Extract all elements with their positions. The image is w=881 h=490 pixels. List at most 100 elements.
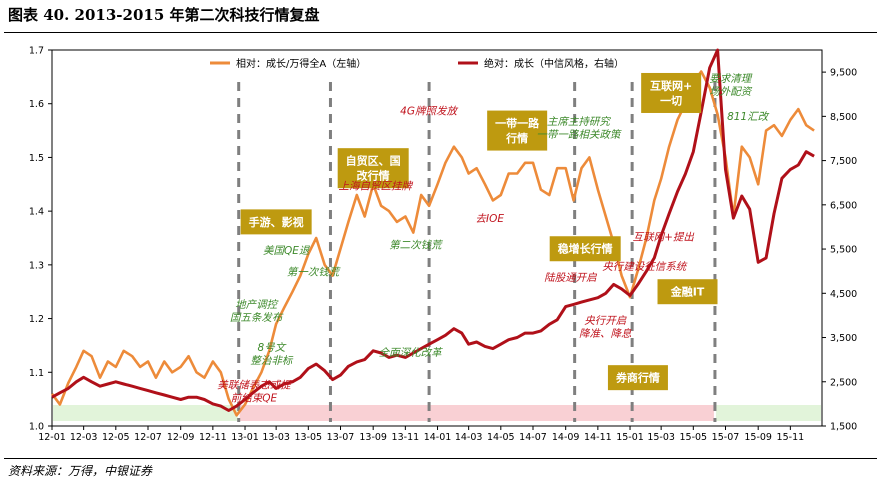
right-tick-label: 1,500 [830,422,857,433]
legend-label: 绝对：成长（中信风格，右轴） [484,57,624,70]
annotation-text: 主席主持研究 [547,116,611,128]
plot-frame [51,49,823,427]
x-tick-label: 12-03 [70,432,98,443]
left-tick-label: 1.5 [29,153,44,164]
x-tick-label: 13-07 [327,432,355,443]
x-tick-label: 13-01 [231,432,259,443]
annotation-text: 上海自贸区挂牌 [339,181,414,193]
x-tick-label: 15-01 [616,432,644,443]
annotation-text: 地产调控 [235,299,278,311]
x-tick-label: 15-11 [777,432,805,443]
annotation-box-bg [607,365,668,391]
right-tick-label: 3,500 [830,333,857,344]
annotation-box-text: 手游、影视 [249,215,304,229]
axes: 1.0 1.1 1.2 1.3 1.4 1.5 1.6 1.7 1,500 2,500 3,500 4… [29,46,857,444]
annotation-text: 8号文 [258,342,287,354]
left-tick-label: 1.2 [29,314,44,325]
annotation-text: 一带一路相关政策 [536,129,621,141]
annotation-box-bg [337,148,409,189]
x-tick-label: 15-03 [647,432,675,443]
annotation-box-text: 行情 [505,131,528,145]
legend-label: 相对：成长/万得全A（左轴） [236,57,366,70]
x-tick-label: 12-11 [199,432,227,443]
x-tick-label: 14-07 [519,432,547,443]
annotation-box: 券商行情 [607,365,668,391]
annotation-box: 互联网+ 一切 [641,72,702,113]
x-tick-label: 14-05 [487,432,515,443]
annotation-box-text: 自贸区、国 [346,154,401,168]
annotation-text: 去IOE [475,213,504,225]
left-tick-label: 1.3 [29,260,44,271]
right-tick-label: 2,500 [830,377,857,388]
x-tick-label: 12-01 [38,432,66,443]
annotation-text: 降准、降息 [579,328,632,340]
annotation-box-bg [641,72,702,113]
annotation-text: 国五条发布 [230,312,284,324]
chart: 1.0 1.1 1.2 1.3 1.4 1.5 1.6 1.7 1,500 2,500 3,500 4… [29,46,857,444]
annotation-box-bg [487,110,548,151]
annotation-box-text: 稳增长行情 [558,242,613,256]
left-tick-label: 1.1 [29,368,44,379]
left-tick-label: 1.6 [29,99,44,110]
annotation-text: 互联网+提出 [633,232,695,244]
left-tick-label: 1.4 [29,207,44,218]
x-tick-label: 13-09 [359,432,387,443]
annotation-box-bg [240,209,312,235]
annotation-box-text: 金融IT [670,285,705,299]
right-tick-label: 7,500 [830,156,857,167]
source-divider [4,458,877,459]
annotation-box: 手游、影视 [240,209,312,235]
x-tick-label: 15-07 [712,432,740,443]
phase-dividers [237,82,717,422]
plot-border [51,49,823,427]
annotation-text: 美国QE退 [263,245,311,257]
x-tick-label: 13-05 [295,432,323,443]
annotation-box-bg [549,236,621,262]
x-tick-label: 14-03 [455,432,483,443]
right-tick-label: 4,500 [830,289,857,300]
annotation-text: 整治非标 [250,355,293,367]
left-tick-label: 1.0 [29,422,44,433]
band-green [715,405,821,421]
chart-title: 图表 40. 2013-2015 年第二次科技行情复盘 [8,6,320,24]
annotation-text: 第一次钱荒 [287,267,341,279]
annotation-text: 场外配资 [709,86,752,98]
x-tick-label: 12-05 [102,432,130,443]
x-tick-label: 14-01 [424,432,452,443]
annotation-text: 第二次钱荒 [389,240,443,252]
source-note: 资料来源：万得，中银证券 [8,464,153,478]
x-tick-label: 12-09 [167,432,195,443]
right-tick-label: 6,500 [830,200,857,211]
right-tick-label: 8,500 [830,112,857,123]
band-red [239,405,714,421]
right-tick-label: 9,500 [830,68,857,79]
x-tick-label: 14-09 [552,432,580,443]
annotation-box-bg [657,279,718,305]
left-tick-label: 1.7 [29,46,44,57]
annotation-text: 美联储表态或提 [217,379,292,391]
annotation-box-text: 互联网+ [650,78,692,92]
right-tick-label: 5,500 [830,245,857,256]
period-bands [53,405,821,421]
x-tick-label: 13-03 [262,432,290,443]
annotation-text: 央行建设征信系统 [602,261,687,273]
annotation-box-text: 券商行情 [615,371,660,385]
annotation-text: 全面深化改革 [379,347,443,359]
x-tick-label: 13-11 [392,432,420,443]
x-tick-label: 14-11 [584,432,612,443]
annotation-text: 央行开启 [584,315,626,327]
annotation-text: 要求清理 [709,73,752,85]
annotation-text: 陆股通开启 [544,272,597,284]
annotation-box-text: 一切 [660,94,682,107]
annotation-box-text: 一带一路 [495,116,540,130]
annotation-box: 金融IT [657,279,718,305]
annotation-text: 前结束QE [231,392,278,404]
annotation-text: 811汇改 [727,111,770,123]
legend: 相对：成长/万得全A（左轴） 绝对：成长（中信风格，右轴） [210,57,624,70]
title-divider [4,32,877,33]
x-tick-label: 15-05 [680,432,708,443]
annotation-box: 稳增长行情 [549,236,621,262]
